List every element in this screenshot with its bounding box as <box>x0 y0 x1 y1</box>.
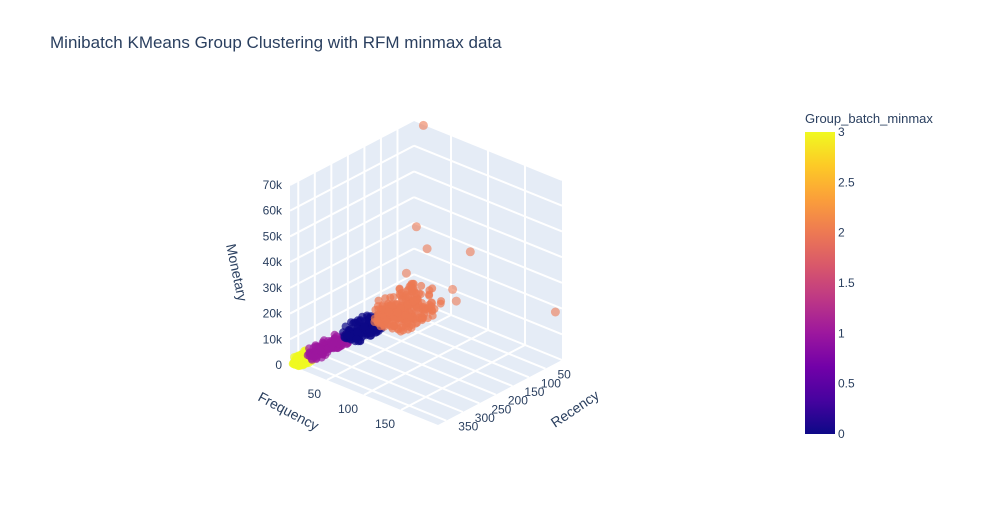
data-point-group-2 <box>416 290 425 299</box>
colorbar-gradient <box>805 132 835 434</box>
z-gridline <box>289 221 415 289</box>
z-tick-label: 10k <box>263 332 283 346</box>
z-gridline <box>289 144 415 212</box>
colorbar-tick-label: 0 <box>838 427 845 441</box>
data-point-group-2 <box>428 284 437 293</box>
data-point-group-2 <box>387 300 396 309</box>
data-point-outlier <box>411 222 421 232</box>
z-tick-label: 60k <box>263 204 283 218</box>
tick-labels: 010k20k30k40k50k60k70k501001502002503003… <box>263 178 571 434</box>
x-tick-label: 150 <box>524 385 544 399</box>
data-points <box>288 120 560 371</box>
data-point-group-1 <box>317 347 326 356</box>
data-point-group-2 <box>390 315 399 324</box>
colorbar-tick-label: 1.5 <box>838 276 855 290</box>
data-point-group-2 <box>403 300 412 309</box>
data-point-group-3 <box>291 356 299 365</box>
z-tick-label: 20k <box>263 307 283 321</box>
colorbar-title: Group_batch_minmax <box>805 111 933 126</box>
data-point-group-0 <box>356 317 365 326</box>
data-point-group-2 <box>417 299 426 307</box>
z-gridline <box>289 196 415 264</box>
colorbar-tick-label: 2.5 <box>838 175 855 189</box>
x-tick-label: 200 <box>508 394 528 408</box>
y-tick-label: 50 <box>308 387 322 401</box>
data-point-outlier <box>427 298 437 308</box>
data-point-group-2 <box>401 311 409 320</box>
z-gridline <box>289 119 415 186</box>
data-point-outlier <box>401 268 411 278</box>
data-point-group-2 <box>425 291 434 300</box>
data-point-group-2 <box>393 308 402 317</box>
y-gridline <box>363 329 489 396</box>
x-tick-label: 100 <box>541 376 561 390</box>
data-point-group-2 <box>371 305 380 314</box>
z-gridline <box>289 273 415 341</box>
data-point-group-2 <box>437 297 446 306</box>
chart-title: Minibatch KMeans Group Clustering with R… <box>50 33 502 52</box>
data-point-group-0 <box>343 331 352 340</box>
data-point-group-1 <box>331 334 339 343</box>
data-point-group-0 <box>360 322 369 331</box>
data-point-group-2 <box>389 322 398 330</box>
z-axis-title: Monetary <box>223 242 251 302</box>
data-point-group-3 <box>299 360 307 369</box>
data-point-group-1 <box>312 353 321 362</box>
data-point-group-0 <box>347 318 355 327</box>
data-point-outlier <box>451 296 461 306</box>
data-point-group-0 <box>352 335 361 344</box>
data-point-group-2 <box>397 288 406 297</box>
z-gridline <box>289 247 415 315</box>
data-point-group-2 <box>418 316 427 325</box>
colorbar-tick-label: 2 <box>838 226 845 240</box>
data-point-outlier <box>448 284 458 294</box>
y-tick-label: 100 <box>338 402 358 416</box>
data-point-group-2 <box>408 287 416 295</box>
data-point-group-2 <box>407 324 416 332</box>
data-point-group-2 <box>384 308 393 317</box>
data-point-group-2 <box>389 293 398 302</box>
data-point-group-0 <box>366 331 375 340</box>
x-tick-label: 50 <box>557 368 571 382</box>
z-gridline <box>289 170 415 238</box>
z-tick-label: 40k <box>263 255 283 269</box>
data-point-group-1 <box>328 340 336 349</box>
x-axis-title: Recency <box>548 387 602 431</box>
data-point-outlier <box>422 244 432 254</box>
x-tick-label: 250 <box>491 402 511 416</box>
data-point-outlier <box>418 120 428 130</box>
z-tick-label: 0 <box>275 358 282 372</box>
data-point-group-1 <box>303 351 312 360</box>
data-point-outlier <box>465 247 475 257</box>
z-tick-label: 30k <box>263 281 283 295</box>
data-point-group-0 <box>353 328 362 337</box>
x-tick-label: 300 <box>475 411 495 425</box>
data-point-group-2 <box>376 322 385 331</box>
colorbar-tick-label: 1 <box>838 326 845 340</box>
colorbar-ticks: 0 0.5 1 1.5 2 2.5 3 <box>838 125 855 441</box>
data-point-outlier <box>550 307 560 317</box>
y-gridline <box>400 344 526 411</box>
data-point-group-2 <box>402 318 411 327</box>
colorbar-tick-label: 0.5 <box>838 377 855 391</box>
colorbar-tick-label: 3 <box>838 125 845 139</box>
y-gridline <box>326 314 452 381</box>
colorbar: Group_batch_minmax 0 0.5 1 1.5 2 2.5 3 <box>805 111 933 441</box>
z-tick-label: 70k <box>263 178 283 192</box>
data-point-group-2 <box>417 281 426 290</box>
y-tick-label: 150 <box>375 417 395 431</box>
z-tick-label: 50k <box>263 229 283 243</box>
data-point-group-2 <box>428 311 437 320</box>
x-tick-label: 350 <box>458 420 478 434</box>
data-point-group-2 <box>409 296 418 305</box>
